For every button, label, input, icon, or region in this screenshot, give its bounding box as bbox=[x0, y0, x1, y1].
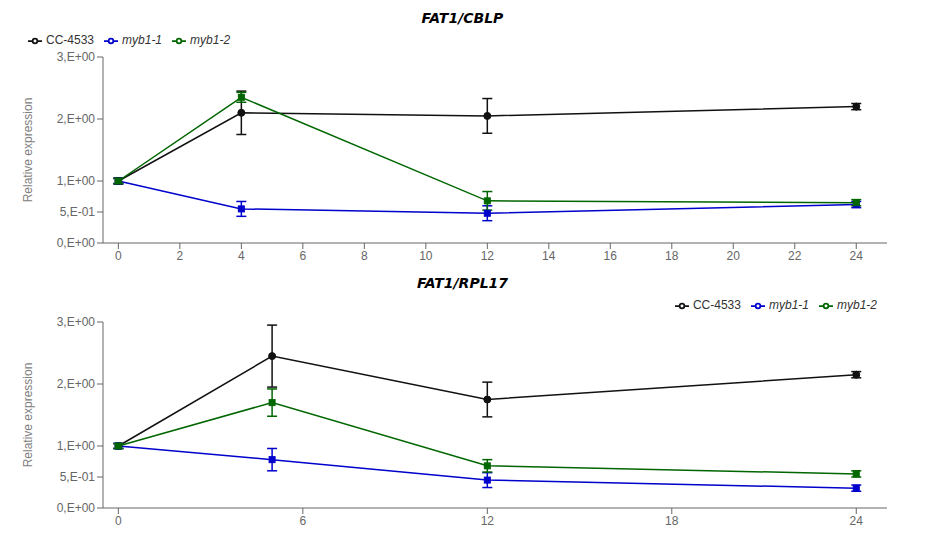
html-text:myb1-2: myb1-2 bbox=[837, 298, 877, 312]
html-text:myb1-2: myb1-2 bbox=[190, 33, 231, 47]
svg-text:0,E+00: 0,E+00 bbox=[57, 236, 96, 250]
svg-text:8: 8 bbox=[361, 249, 368, 263]
html-text:myb1-1: myb1-1 bbox=[122, 33, 162, 47]
svg-text:20: 20 bbox=[727, 249, 741, 263]
svg-text:24: 24 bbox=[850, 514, 864, 528]
html-text:FAT1/RPL17: FAT1/RPL17 bbox=[416, 275, 508, 291]
svg-text:18: 18 bbox=[665, 514, 679, 528]
svg-text:2,E+00: 2,E+00 bbox=[57, 377, 96, 391]
svg-text:1,E+00: 1,E+00 bbox=[57, 439, 96, 453]
svg-text:1,E+00: 1,E+00 bbox=[57, 174, 96, 188]
svg-text:0: 0 bbox=[115, 514, 122, 528]
svg-text:16: 16 bbox=[604, 249, 618, 263]
svg-text:10: 10 bbox=[419, 249, 433, 263]
svg-text:6: 6 bbox=[299, 249, 306, 263]
svg-text:0: 0 bbox=[115, 249, 122, 263]
svg-text:24: 24 bbox=[850, 249, 864, 263]
svg-text:6: 6 bbox=[299, 514, 306, 528]
svg-text:14: 14 bbox=[542, 249, 556, 263]
html-text:CC-4533: CC-4533 bbox=[692, 298, 741, 312]
svg-text:5,E-01: 5,E-01 bbox=[60, 470, 96, 484]
svg-text:2,E+00: 2,E+00 bbox=[57, 112, 96, 126]
svg-text:18: 18 bbox=[665, 249, 679, 263]
svg-text:12: 12 bbox=[481, 514, 495, 528]
svg-text:0,E+00: 0,E+00 bbox=[57, 501, 96, 515]
svg-text:5,E-01: 5,E-01 bbox=[60, 205, 96, 219]
html-text:CC-4533: CC-4533 bbox=[46, 33, 94, 47]
svg-text:Relative expression: Relative expression bbox=[21, 363, 35, 468]
html-text:myb1-1: myb1-1 bbox=[769, 298, 809, 312]
svg-text:4: 4 bbox=[238, 249, 245, 263]
html-text:FAT1/CBLP: FAT1/CBLP bbox=[421, 10, 504, 26]
svg-text:Relative expression: Relative expression bbox=[21, 98, 35, 203]
svg-text:22: 22 bbox=[788, 249, 802, 263]
svg-text:2: 2 bbox=[177, 249, 184, 263]
svg-text:12: 12 bbox=[481, 249, 495, 263]
svg-text:3,E+00: 3,E+00 bbox=[57, 315, 96, 329]
svg-text:3,E+00: 3,E+00 bbox=[57, 50, 96, 64]
